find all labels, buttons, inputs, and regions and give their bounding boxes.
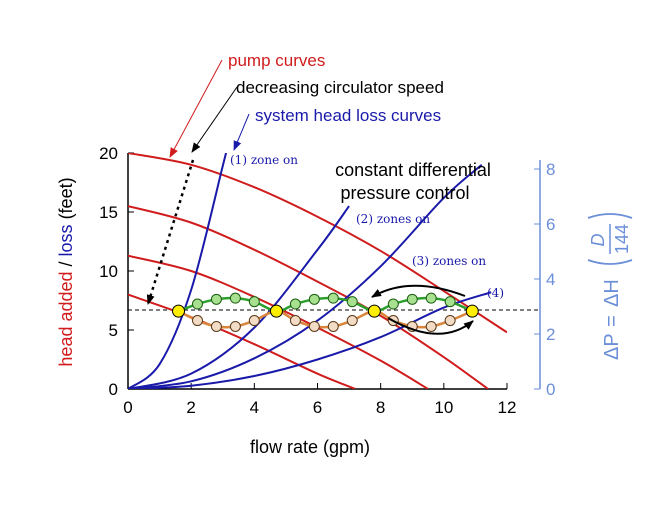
y-tick-label: 20: [99, 144, 118, 163]
x-axis-label: flow rate (gpm): [250, 437, 370, 457]
y2-axis-label: ΔP = ΔH D 144: [587, 213, 633, 360]
orange-curve-point: [289, 315, 301, 327]
green-curve-point: [444, 296, 456, 308]
green-curve-point: [346, 296, 358, 308]
system-curve-4: [128, 291, 492, 389]
y2-label-left-paren: [587, 259, 633, 265]
y2-tick-label: 2: [546, 325, 555, 344]
pump-curve-4: [128, 293, 356, 389]
system-curves: [128, 153, 492, 389]
y-tick-label: 15: [99, 203, 118, 222]
pump-curve-1: [128, 153, 507, 334]
operating-point: [465, 304, 479, 318]
green-curve-point: [327, 292, 339, 304]
pump-curve-2: [128, 205, 489, 389]
orange-curve-point: [444, 315, 456, 327]
system-curve-3: [128, 164, 483, 389]
lower-shift-arrow: [387, 317, 474, 335]
circulator-speed-label: decreasing circulator speed: [236, 78, 444, 97]
y2-tick-label: 0: [546, 380, 555, 399]
y2-label-eq: =: [601, 315, 623, 327]
y2-tick-label: 4: [546, 270, 555, 289]
zone1-label: (1) zone on: [230, 153, 298, 167]
green-curve-point: [425, 292, 437, 304]
green-curve-point: [191, 298, 203, 310]
green-curve-point: [308, 293, 320, 305]
orange-curve-line: [177, 309, 473, 329]
upper-shift-arrow: [371, 284, 466, 298]
system-curve-2: [128, 205, 350, 389]
operating-point: [172, 304, 186, 318]
green-curve-point: [406, 293, 418, 305]
orange-curve-point: [229, 320, 241, 332]
pump-curves-pointer: [169, 59, 223, 158]
pump-curve-3: [128, 254, 429, 389]
y-label-sep: /: [56, 256, 76, 271]
control-label-line2: pressure control: [340, 183, 469, 203]
y2-tick-label: 6: [546, 215, 555, 234]
green-curve-point: [248, 296, 260, 308]
system-curve-1: [128, 153, 228, 389]
y-label-units: (feet): [56, 177, 76, 224]
y2-label-denominator: 144: [612, 224, 632, 254]
operating-points: [172, 304, 479, 318]
orange-curve-point: [248, 315, 260, 327]
operating-point: [269, 304, 283, 318]
orange-curve-point: [210, 320, 222, 332]
y-label-loss: loss: [56, 224, 76, 256]
green-curve-point: [289, 298, 301, 310]
system-head-pointer: [233, 113, 250, 151]
orange-curve-point: [346, 315, 358, 327]
orange-curve-point: [327, 320, 339, 332]
x-tick-label: 8: [376, 398, 385, 417]
x-tick-label: 2: [186, 398, 195, 417]
y2-label-dh: ΔH: [601, 279, 623, 307]
zone3-label: (3) zones on: [412, 254, 486, 268]
x-tick-label: 4: [250, 398, 259, 417]
y2-tick-label: 8: [546, 160, 555, 179]
orange-curve-point: [191, 315, 203, 327]
orange-curve-point: [425, 320, 437, 332]
ticks: 0 2 4 6 8 10 12 0 5 10 15 20 0 2 4 6 8: [99, 144, 555, 417]
y-label-head-added: head added: [56, 271, 76, 366]
zone4-label: (4): [487, 286, 504, 300]
green-curve-point: [210, 293, 222, 305]
pump-curves-label: pump curves: [228, 51, 325, 70]
green-curve-point: [387, 298, 399, 310]
y2-label-right-paren: [587, 213, 633, 219]
x-tick-label: 12: [498, 398, 517, 417]
y-tick-label: 10: [99, 262, 118, 281]
x-tick-label: 10: [434, 398, 453, 417]
zone2-label: (2) zones on: [356, 212, 430, 226]
green-curve-point: [229, 292, 241, 304]
operating-point: [367, 304, 381, 318]
control-label-line1: constant differential: [335, 160, 491, 180]
system-head-loss-label: system head loss curves: [255, 106, 441, 125]
x-tick-label: 0: [123, 398, 132, 417]
circulator-pointer: [191, 86, 238, 153]
y-tick-label: 0: [109, 380, 118, 399]
y-tick-label: 5: [109, 321, 118, 340]
y2-label-numerator: D: [588, 234, 608, 247]
x-tick-label: 6: [313, 398, 322, 417]
green-curve-line: [178, 296, 473, 313]
annotation-arrows: [146, 59, 474, 335]
y2-label-dp: ΔP: [601, 333, 623, 360]
orange-curve-point: [308, 320, 320, 332]
y-axis-label: head added / loss (feet): [56, 177, 76, 366]
circulator-speed-arrow: [146, 159, 195, 305]
